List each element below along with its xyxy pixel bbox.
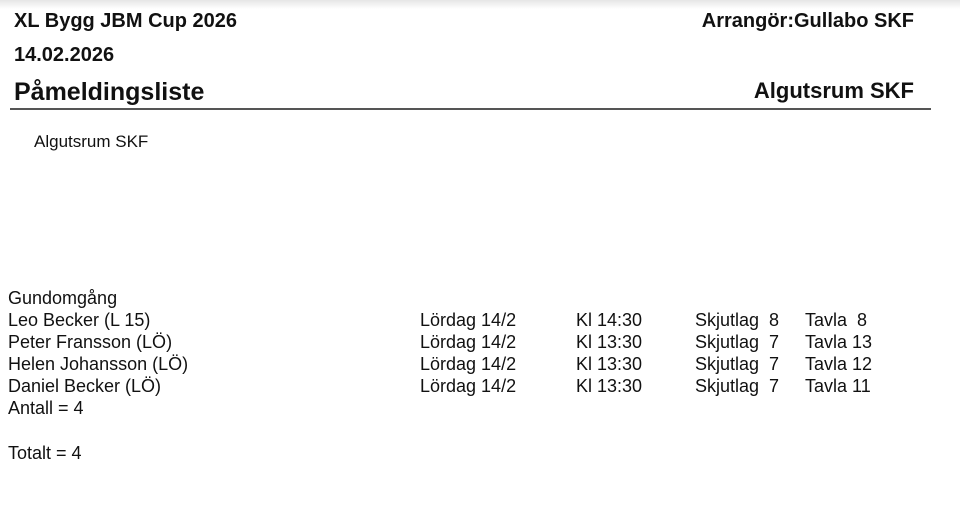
entry-time: Kl 13:30 [576,332,643,352]
section-title-text: Gundomgång [8,288,118,308]
entry-day: Lördag 14/2 [420,376,517,396]
entry-name: Helen Johansson (LÖ) [8,354,189,374]
entry-name: Leo Becker (L 15) [8,310,151,330]
event-date: 14.02.2026 [14,44,115,66]
entry-squad: Skjutlag 7 [695,376,780,396]
table-row: Peter Fransson (LÖ) Lördag 14/2 Kl 13:30 Sk… [0,332,960,354]
entry-name: Peter Fransson (LÖ) [8,332,173,352]
entry-target: Tavla 8 [805,310,868,330]
club-name-header: Algutsrum SKF [753,78,914,103]
entry-squad: Skjutlag 8 [695,310,780,330]
entry-target: Tavla 12 [805,354,873,374]
entry-day: Lördag 14/2 [420,332,517,352]
total-text: Totalt = 4 [8,443,82,463]
entry-squad: Skjutlag 7 [695,332,780,352]
page-shadow [0,0,960,9]
event-title: XL Bygg JBM Cup 2026 [14,10,238,32]
entry-time: Kl 13:30 [576,376,643,396]
club-heading: Algutsrum SKF [34,132,149,151]
entry-target: Tavla 13 [805,332,873,352]
table-row: Helen Johansson (LÖ) Lördag 14/2 Kl 13:30 S… [0,354,960,376]
entry-time: Kl 13:30 [576,354,643,374]
organizer: Arrangör:Gullabo SKF [701,10,914,32]
entry-target: Tavla 11 [805,376,871,396]
entry-day: Lördag 14/2 [420,354,517,374]
table-row: Leo Becker (L 15) Lördag 14/2 Kl 14:30 Skju… [0,310,960,332]
count-text: Antall = 4 [8,398,84,418]
grand-total: Totalt = 4 [0,443,960,465]
section-title: Gundomgång [0,288,960,310]
entry-time: Kl 14:30 [576,310,643,330]
entry-squad: Skjutlag 7 [695,354,780,374]
section-count: Antall = 4 [0,398,960,420]
table-row: Daniel Becker (LÖ) Lördag 14/2 Kl 13:30 Skj… [0,376,960,398]
entry-name: Daniel Becker (LÖ) [8,376,162,396]
page-title: Påmeldingsliste [14,78,205,106]
entry-day: Lördag 14/2 [420,310,517,330]
header-divider [10,108,931,110]
